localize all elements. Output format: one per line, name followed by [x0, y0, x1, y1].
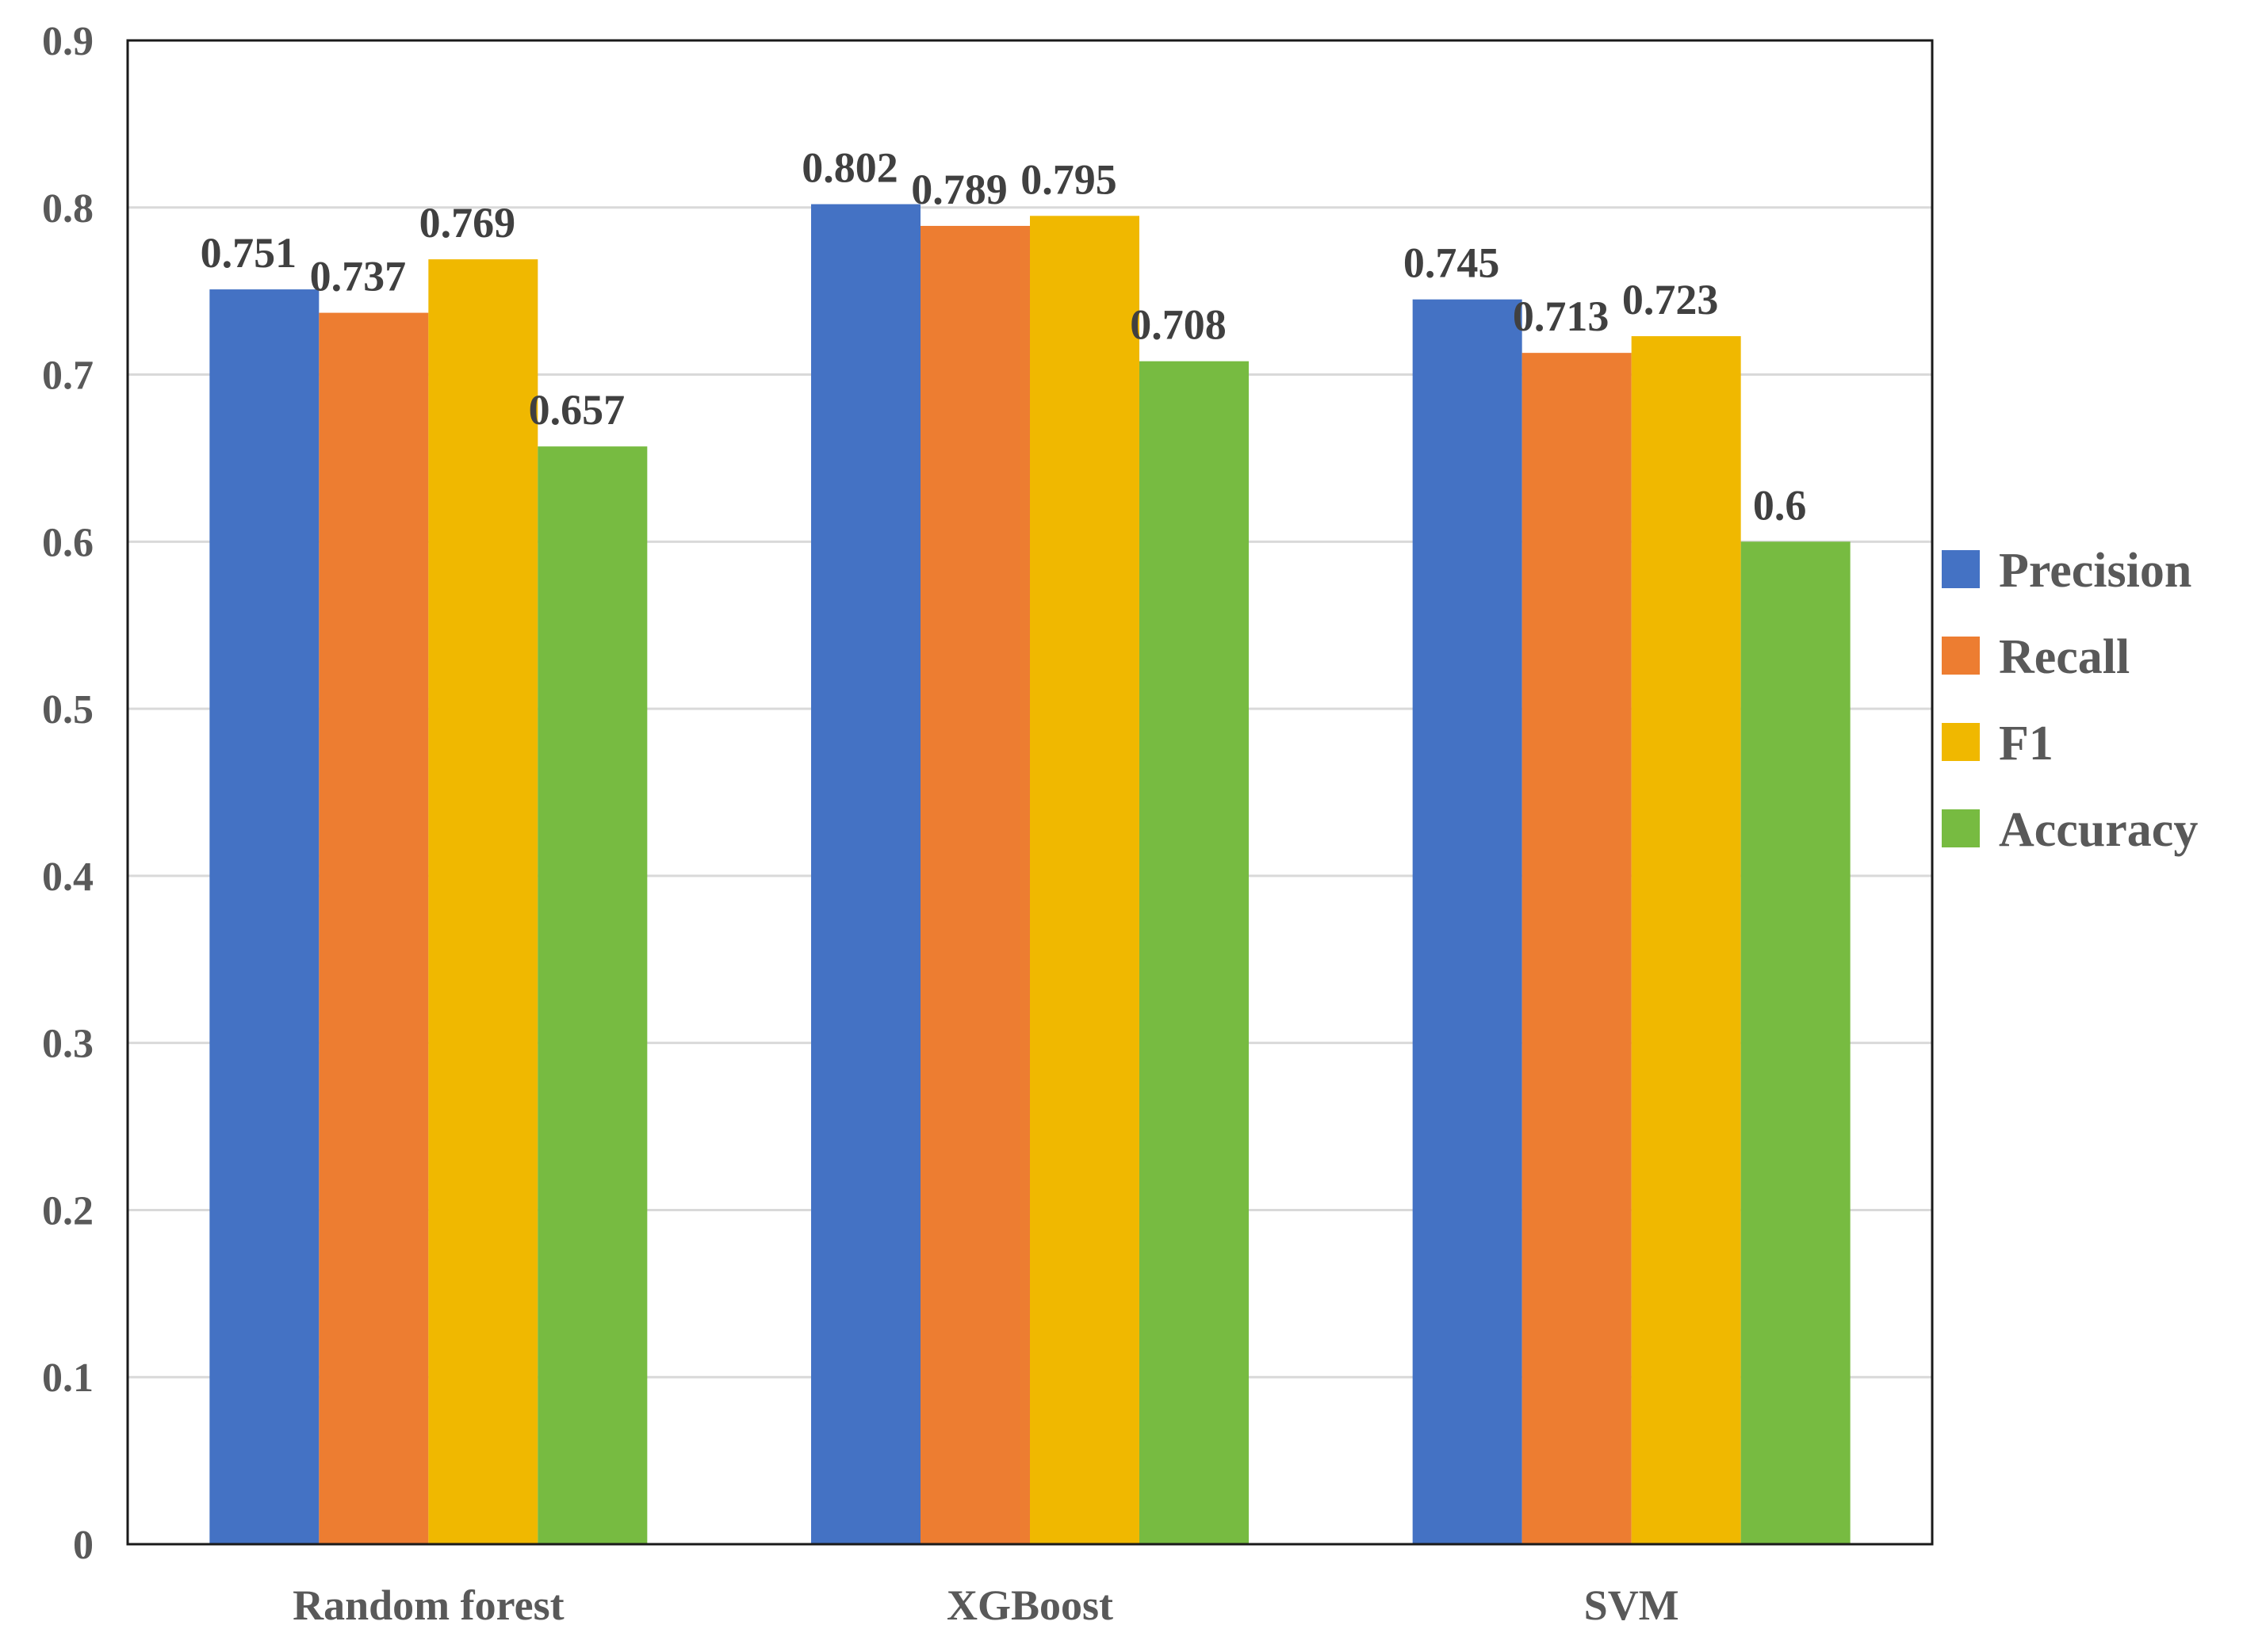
data-label-svm-recall: 0.713	[1513, 293, 1610, 340]
bar-svm-recall	[1521, 353, 1632, 1545]
y-tick-label: 0.9	[42, 19, 94, 64]
data-label-random-forest-accuracy: 0.657	[529, 386, 626, 434]
y-tick-label: 0.2	[42, 1188, 94, 1233]
y-tick-label: 0.4	[42, 855, 94, 900]
legend-swatch-accuracy	[1942, 809, 1980, 847]
bar-svm-precision	[1412, 299, 1522, 1544]
legend-swatch-recall	[1942, 637, 1980, 675]
x-axis-categories: Random forest XGBoost SVM	[293, 1581, 1679, 1629]
y-tick-label: 0.1	[42, 1356, 94, 1401]
data-label-svm-accuracy: 0.6	[1753, 481, 1807, 529]
data-labels: 0.751 0.737 0.769 0.657 0.802 0.789 0.795 0.708…	[201, 144, 1807, 530]
legend-label-precision: Precision	[1999, 544, 2191, 598]
y-tick-label: 0.8	[42, 186, 94, 231]
data-label-svm-precision: 0.745	[1403, 239, 1500, 287]
data-label-xgboost-accuracy: 0.708	[1130, 301, 1227, 349]
plot-frame	[126, 39, 1934, 1546]
category-label-random-forest: Random forest	[293, 1581, 565, 1629]
bar-xgboost-precision	[811, 204, 921, 1544]
bars	[209, 204, 1851, 1545]
bar-random-forest-recall	[319, 312, 429, 1545]
bar-random-forest-accuracy	[538, 446, 648, 1545]
bar-svm-f1	[1631, 336, 1741, 1544]
data-label-random-forest-f1: 0.769	[419, 199, 516, 247]
data-label-xgboost-recall: 0.789	[911, 166, 1008, 213]
legend-label-f1: F1	[1999, 717, 2054, 771]
y-tick-label: 0.7	[42, 354, 94, 399]
bar-svm-accuracy	[1740, 541, 1851, 1545]
legend-label-recall: Recall	[1999, 630, 2130, 684]
bar-xgboost-accuracy	[1139, 361, 1249, 1544]
legend-swatch-f1	[1942, 723, 1980, 761]
y-axis-ticks: 0 0.1 0.2 0.3 0.4 0.5 0.6 0.7 0.8 0.9	[42, 19, 94, 1568]
bar-xgboost-recall	[921, 225, 1030, 1544]
bar-random-forest-precision	[209, 289, 320, 1545]
y-tick-label: 0.5	[42, 687, 94, 732]
legend-swatch-precision	[1942, 550, 1980, 588]
y-tick-label: 0.3	[42, 1022, 94, 1067]
category-label-xgboost: XGBoost	[947, 1581, 1113, 1629]
bar-xgboost-f1	[1030, 216, 1139, 1545]
bar-random-forest-f1	[428, 259, 538, 1544]
y-tick-label: 0.6	[42, 520, 94, 565]
data-label-random-forest-recall: 0.737	[310, 253, 407, 300]
data-label-svm-f1: 0.723	[1622, 276, 1719, 323]
legend: Precision Recall F1 Accuracy	[1942, 544, 2198, 857]
data-label-random-forest-precision: 0.751	[201, 229, 297, 277]
legend-label-accuracy: Accuracy	[1999, 803, 2198, 857]
category-label-svm: SVM	[1584, 1581, 1679, 1629]
data-label-xgboost-precision: 0.802	[802, 144, 898, 192]
y-tick-label: 0	[73, 1523, 94, 1568]
data-label-xgboost-f1: 0.795	[1020, 155, 1117, 203]
